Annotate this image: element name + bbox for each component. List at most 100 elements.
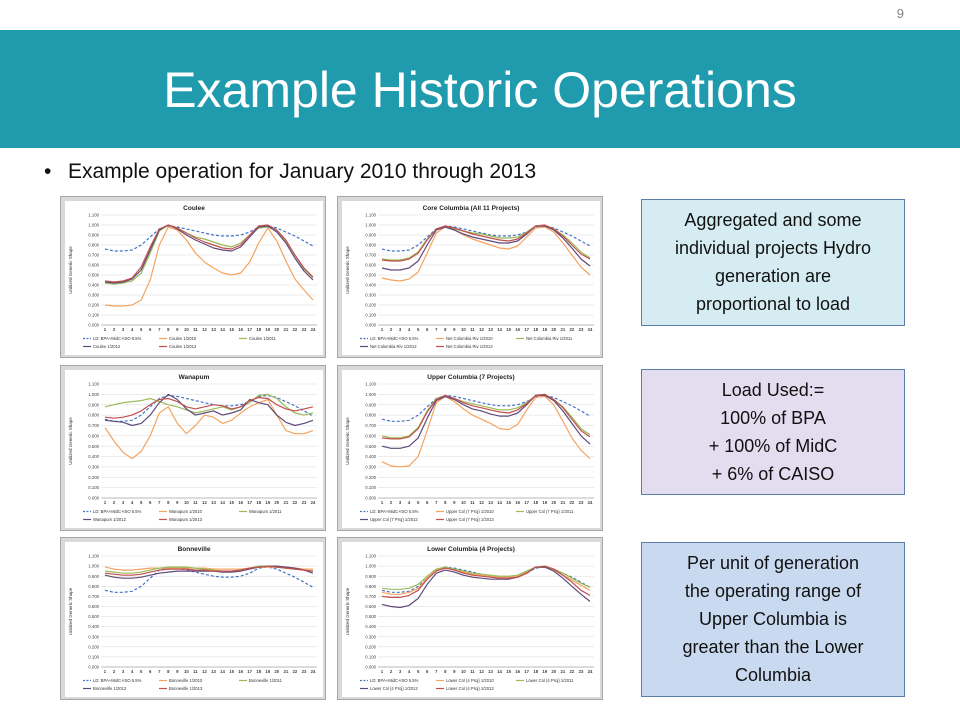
series-line-4 bbox=[104, 393, 314, 427]
x-tick-label: 14 bbox=[497, 327, 502, 332]
note-line: Aggregated and some bbox=[684, 210, 862, 230]
chart-5: Bonneville Unitized Generic Shape 0.000 0.1… bbox=[65, 542, 323, 697]
legend-label: LD: BPA+MidC+ISO 5.5% bbox=[93, 678, 142, 683]
y-tick-label: 0.500 bbox=[88, 444, 99, 449]
x-tick-label: 18 bbox=[256, 500, 261, 505]
x-tick-label: 5 bbox=[140, 327, 143, 332]
y-tick-label: 1.100 bbox=[365, 382, 376, 387]
legend-label: Coulee 1/2013 bbox=[169, 344, 197, 349]
title-banner bbox=[0, 30, 960, 148]
page-number: 9 bbox=[896, 6, 904, 21]
legend-label: Coulee 1/2012 bbox=[93, 344, 121, 349]
series-line-1 bbox=[104, 394, 314, 422]
y-tick-label: 0.800 bbox=[88, 584, 99, 589]
x-tick-label: 4 bbox=[408, 327, 411, 332]
x-tick-label: 22 bbox=[293, 669, 298, 674]
legend-label: Wanapum 1/2013 bbox=[169, 517, 203, 522]
chart-3: Wanapum Unitized Generic Shape 0.000 0.100 0… bbox=[65, 370, 323, 528]
series-line-5 bbox=[104, 396, 314, 419]
series-line-5 bbox=[381, 393, 591, 440]
x-tick-label: 13 bbox=[488, 669, 493, 674]
x-tick-label: 4 bbox=[131, 669, 134, 674]
x-tick-label: 6 bbox=[426, 327, 429, 332]
y-tick-label: 1.000 bbox=[88, 392, 99, 397]
x-tick-label: 13 bbox=[488, 327, 493, 332]
note-box-1: Aggregated and some individual projects H… bbox=[641, 199, 905, 326]
x-tick-label: 12 bbox=[202, 500, 207, 505]
y-tick-label: 0.400 bbox=[365, 624, 376, 629]
x-tick-label: 15 bbox=[229, 669, 234, 674]
note-line: 100% of BPA bbox=[720, 408, 826, 428]
x-tick-label: 6 bbox=[426, 669, 429, 674]
x-tick-label: 11 bbox=[470, 669, 475, 674]
chart-title: Bonneville bbox=[178, 546, 211, 553]
chart-panel-3: Wanapum Unitized Generic Shape 0.000 0.100 0… bbox=[60, 365, 326, 531]
y-tick-label: 1.000 bbox=[88, 564, 99, 569]
y-tick-label: 0.800 bbox=[365, 413, 376, 418]
legend-label: LD: BPA+MidC+ISO 5.5% bbox=[370, 678, 419, 683]
legend-label: Net Columbia Riv 1/2010 bbox=[446, 336, 493, 341]
note-box-3: Per unit of generation the operating rang… bbox=[641, 542, 905, 697]
x-tick-label: 5 bbox=[140, 500, 143, 505]
legend-label: Lower Col (4 Proj) 1/2010 bbox=[446, 678, 494, 683]
x-tick-label: 2 bbox=[390, 327, 393, 332]
x-tick-label: 24 bbox=[588, 669, 593, 674]
y-axis-label: Unitized Generic Shape bbox=[68, 417, 73, 465]
y-tick-label: 0.500 bbox=[88, 273, 99, 278]
series-line-2 bbox=[104, 398, 314, 460]
x-tick-label: 10 bbox=[461, 669, 466, 674]
legend-label: Coulee 1/2010 bbox=[169, 336, 197, 341]
x-tick-label: 4 bbox=[408, 669, 411, 674]
y-tick-label: 0.100 bbox=[88, 655, 99, 660]
y-tick-label: 0.200 bbox=[365, 475, 376, 480]
x-tick-label: 21 bbox=[560, 327, 565, 332]
y-tick-label: 0.400 bbox=[88, 624, 99, 629]
x-tick-label: 20 bbox=[551, 669, 556, 674]
x-tick-label: 19 bbox=[542, 500, 547, 505]
x-tick-label: 7 bbox=[435, 669, 438, 674]
x-tick-label: 18 bbox=[533, 669, 538, 674]
x-tick-label: 5 bbox=[417, 500, 420, 505]
legend-label: Bonneville 1/2012 bbox=[93, 686, 127, 691]
x-tick-label: 2 bbox=[390, 500, 393, 505]
x-tick-label: 7 bbox=[435, 327, 438, 332]
x-tick-label: 23 bbox=[302, 669, 307, 674]
x-tick-label: 1 bbox=[104, 327, 107, 332]
series-line-5 bbox=[104, 565, 314, 576]
x-tick-label: 13 bbox=[211, 500, 216, 505]
y-tick-label: 0.100 bbox=[365, 655, 376, 660]
y-tick-label: 0.700 bbox=[365, 423, 376, 428]
series-line-4 bbox=[381, 225, 591, 271]
y-tick-label: 0.300 bbox=[88, 465, 99, 470]
y-tick-label: 0.500 bbox=[88, 614, 99, 619]
y-tick-label: 0.600 bbox=[88, 263, 99, 268]
series-line-1 bbox=[104, 225, 314, 252]
x-tick-label: 9 bbox=[176, 500, 179, 505]
x-tick-label: 3 bbox=[399, 669, 402, 674]
note-line: Columbia bbox=[734, 665, 812, 685]
x-tick-label: 9 bbox=[453, 327, 456, 332]
legend-label: Bonneville 1/2010 bbox=[169, 678, 203, 683]
x-tick-label: 8 bbox=[444, 669, 447, 674]
x-tick-label: 23 bbox=[302, 500, 307, 505]
legend-label: Wanapum 1/2011 bbox=[249, 509, 282, 514]
y-tick-label: 1.100 bbox=[88, 213, 99, 218]
x-tick-label: 19 bbox=[542, 669, 547, 674]
x-tick-label: 14 bbox=[497, 669, 502, 674]
legend-label: Net Columbia Riv 1/2011 bbox=[526, 336, 573, 341]
chart-background bbox=[65, 201, 323, 355]
x-tick-label: 15 bbox=[229, 327, 234, 332]
x-tick-label: 17 bbox=[524, 500, 529, 505]
chart-panel-5: Bonneville Unitized Generic Shape 0.000 0.1… bbox=[60, 537, 326, 700]
y-tick-label: 0.200 bbox=[88, 475, 99, 480]
x-tick-label: 22 bbox=[570, 327, 575, 332]
y-tick-label: 0.000 bbox=[88, 665, 99, 670]
y-tick-label: 0.800 bbox=[88, 413, 99, 418]
chart-background bbox=[65, 370, 323, 528]
note-line: + 6% of CAISO bbox=[711, 464, 835, 484]
x-tick-label: 13 bbox=[211, 327, 216, 332]
x-tick-label: 21 bbox=[283, 669, 288, 674]
x-tick-label: 22 bbox=[570, 500, 575, 505]
x-tick-label: 23 bbox=[579, 327, 584, 332]
x-tick-label: 10 bbox=[184, 500, 189, 505]
